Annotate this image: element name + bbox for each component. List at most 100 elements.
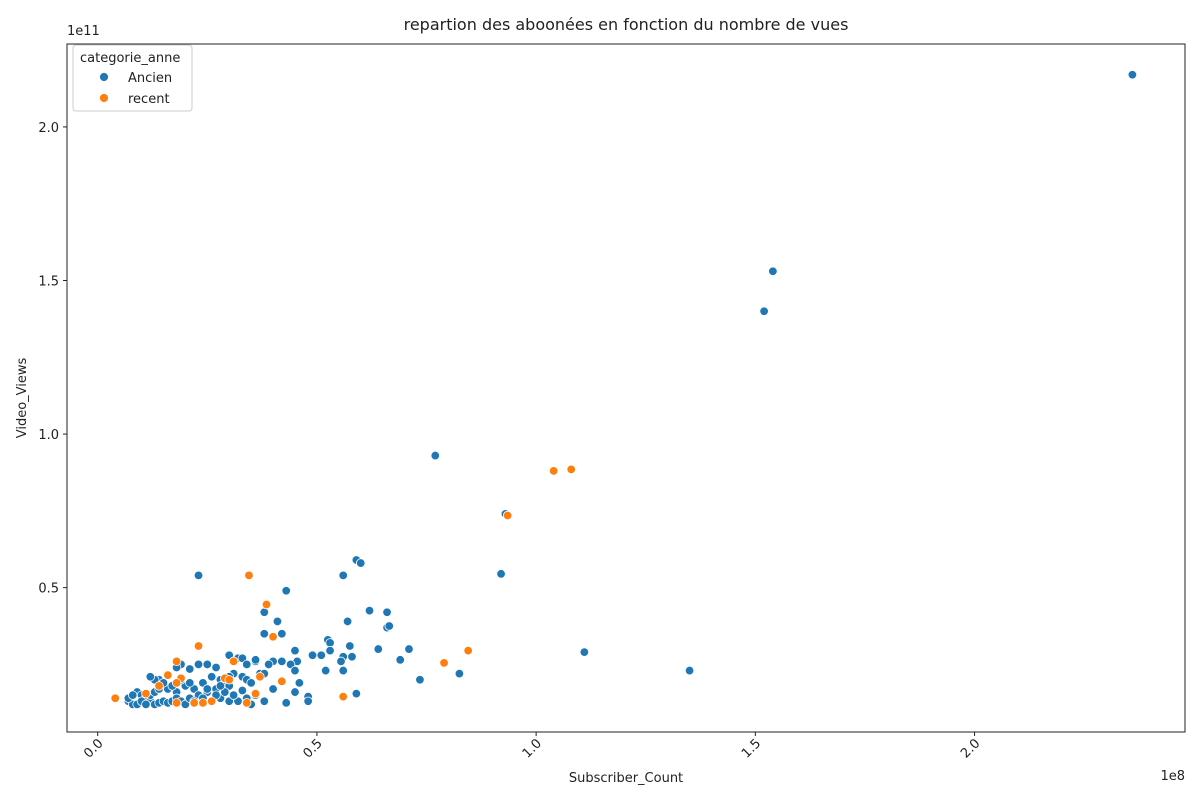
data-point-ancien <box>281 586 291 596</box>
data-point-ancien <box>384 621 394 631</box>
y-tick-label: 1.0 <box>38 428 59 443</box>
legend-title: categorie_anne <box>80 51 180 66</box>
data-point-ancien <box>211 662 221 673</box>
data-point-ancien <box>215 681 226 691</box>
data-point-recent <box>277 676 287 687</box>
x-exponent-label: 1e8 <box>1160 769 1185 784</box>
data-point-recent <box>171 678 182 688</box>
data-point-ancien <box>454 668 465 679</box>
data-point-recent <box>171 698 182 708</box>
data-point-ancien <box>382 607 392 617</box>
data-point-ancien <box>768 266 778 276</box>
data-point-ancien <box>263 659 274 670</box>
data-point-ancien <box>242 659 252 670</box>
data-point-recent <box>163 670 173 680</box>
data-point-ancien <box>351 688 362 699</box>
legend-label-recent: recent <box>128 92 170 107</box>
x-tick-label: 2.0 <box>958 736 983 761</box>
legend-marker-ancien <box>99 72 109 82</box>
data-point-ancien <box>395 655 405 665</box>
data-point-ancien <box>294 678 305 688</box>
data-point-ancien <box>281 698 291 708</box>
data-point-ancien <box>250 655 261 665</box>
data-point-ancien <box>228 690 239 700</box>
data-point-recent <box>439 658 449 668</box>
data-point-recent <box>198 698 208 708</box>
data-point-ancien <box>307 650 318 660</box>
data-point-recent <box>228 656 239 667</box>
data-point-ancien <box>259 696 269 706</box>
data-point-ancien <box>268 684 278 694</box>
data-point-ancien <box>759 306 769 316</box>
data-point-ancien <box>496 569 506 579</box>
data-point-recent <box>548 466 559 476</box>
data-point-ancien <box>128 690 138 700</box>
data-point-ancien <box>338 570 348 581</box>
data-point-ancien <box>259 629 269 639</box>
data-point-ancien <box>1127 70 1138 80</box>
data-point-recent <box>171 656 182 667</box>
x-axis-label: Subscriber_Count <box>569 771 683 786</box>
y-tick-label: 2.0 <box>38 121 59 136</box>
data-point-recent <box>255 672 265 682</box>
data-point-recent <box>206 696 217 706</box>
data-point-ancien <box>202 659 212 670</box>
data-point-ancien <box>325 645 335 656</box>
data-point-recent <box>189 698 199 708</box>
y-tick-label: 1.5 <box>38 275 59 290</box>
data-point-recent <box>154 681 164 691</box>
series-ancien <box>123 70 1138 710</box>
data-point-recent <box>463 645 473 656</box>
data-point-ancien <box>277 656 287 667</box>
data-point-ancien <box>338 665 348 676</box>
data-point-ancien <box>356 558 366 568</box>
data-point-recent <box>268 632 278 642</box>
x-tick-label: 1.0 <box>520 736 545 761</box>
plot-area-frame <box>66 43 1186 733</box>
data-point-recent <box>566 464 576 475</box>
data-point-ancien <box>193 570 204 581</box>
data-point-recent <box>110 693 120 703</box>
data-point-ancien <box>246 678 256 688</box>
data-point-ancien <box>272 616 283 627</box>
data-point-ancien <box>430 450 440 461</box>
data-point-ancien <box>185 678 195 688</box>
data-point-ancien <box>364 605 375 616</box>
legend: categorie_anne Ancien recent <box>72 44 193 112</box>
data-point-ancien <box>290 665 300 676</box>
data-point-recent <box>244 570 254 581</box>
x-tick-label: 0.5 <box>300 736 325 761</box>
data-point-ancien <box>336 656 346 667</box>
data-point-recent <box>250 688 261 699</box>
data-point-ancien <box>415 675 425 685</box>
data-point-ancien <box>684 665 695 676</box>
data-point-recent <box>261 599 272 610</box>
data-point-ancien <box>579 647 590 657</box>
legend-marker-recent <box>99 93 109 103</box>
data-point-recent <box>502 510 513 521</box>
y-exponent-label: 1e11 <box>67 24 100 39</box>
data-point-ancien <box>373 644 383 654</box>
data-point-ancien <box>141 699 151 710</box>
data-point-ancien <box>320 665 331 676</box>
data-point-ancien <box>303 696 313 706</box>
data-point-ancien <box>316 650 326 660</box>
data-point-recent <box>141 688 151 699</box>
series-recent <box>110 464 576 708</box>
data-point-ancien <box>277 629 287 639</box>
data-point-ancien <box>404 644 414 654</box>
data-point-ancien <box>237 685 248 696</box>
data-point-ancien <box>259 607 269 617</box>
data-point-recent <box>224 675 234 685</box>
data-point-ancien <box>185 664 195 674</box>
points-layer <box>110 70 1138 710</box>
data-point-ancien <box>202 684 212 694</box>
legend-label-ancien: Ancien <box>128 71 172 86</box>
data-point-ancien <box>290 645 300 656</box>
data-point-ancien <box>145 672 156 682</box>
data-point-recent <box>338 691 348 702</box>
x-tick-label: 1.5 <box>739 736 764 761</box>
data-point-ancien <box>290 687 300 697</box>
x-tick-label: 0.0 <box>81 736 106 761</box>
